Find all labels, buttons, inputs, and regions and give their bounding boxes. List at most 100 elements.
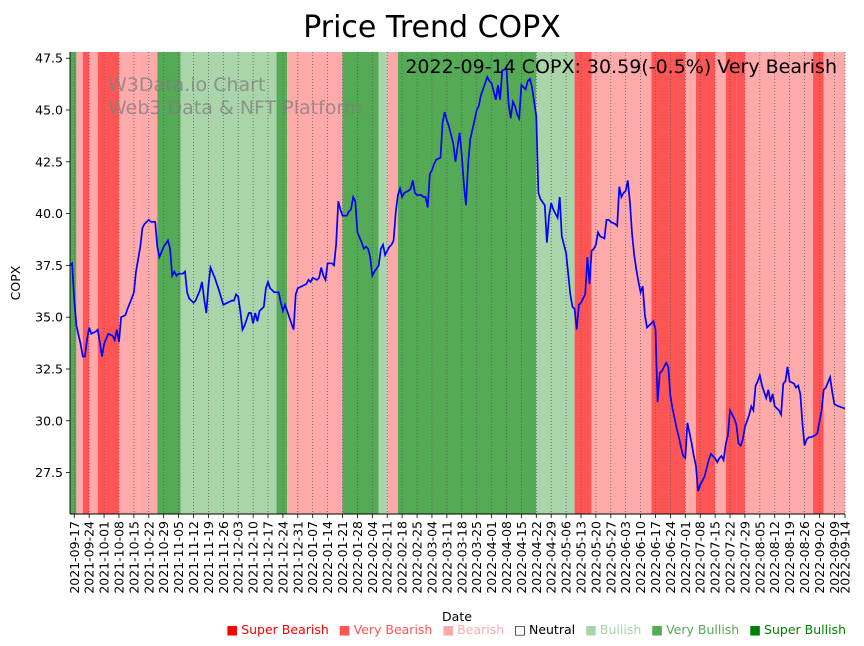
chart-title: Price Trend COPX: [303, 10, 561, 45]
legend-item-neutral: □ Neutral: [514, 620, 575, 638]
legend-marker-icon: ■: [585, 621, 597, 637]
sentiment-band-bearish: [685, 52, 696, 514]
legend-label: Super Bullish: [764, 621, 846, 637]
sentiment-band-bearish: [591, 52, 652, 514]
x-tick-label: 2022-07-15: [708, 521, 723, 594]
legend-label: Bullish: [599, 621, 642, 637]
legend-item-very-bearish: ■ Very Bearish: [339, 620, 433, 638]
x-tick-label: 2021-11-05: [171, 521, 186, 594]
legend-item-super-bearish: ■ Super Bearish: [226, 620, 328, 638]
sentiment-band-very-bearish: [813, 52, 824, 514]
sentiment-band-bearish: [118, 52, 139, 514]
sentiment-band-bearish: [387, 52, 398, 514]
legend-marker-icon: ■: [442, 621, 455, 637]
legend-item-very-bullish: ■ Very Bullish: [651, 620, 739, 638]
x-tick-label: 2022-07-22: [723, 521, 738, 594]
x-tick-label: 2021-09-17: [67, 521, 82, 594]
y-tick-label: 27.5: [35, 465, 63, 480]
y-tick-label: 35.0: [35, 310, 63, 325]
x-tick-label: 2022-06-03: [618, 521, 633, 594]
sentiment-band-very-bullish: [397, 52, 537, 514]
x-tick-label: 2022-05-20: [588, 521, 603, 594]
x-tick-label: 2022-08-19: [782, 521, 797, 594]
watermark-line-2: Web3 Data & NFT Platform: [108, 97, 362, 119]
x-tick-label: 2022-09-14: [838, 521, 853, 594]
x-tick-label: 2022-09-02: [812, 521, 827, 594]
x-tick-label: 2022-07-01: [678, 521, 693, 594]
sentiment-band-bullish: [180, 52, 277, 514]
legend-label: Neutral: [528, 621, 576, 637]
x-tick-label: 2022-03-25: [469, 521, 484, 594]
legend-marker-icon: ■: [749, 621, 762, 637]
x-tick-label: 2021-12-17: [261, 521, 276, 594]
sentiment-band-bearish: [287, 52, 343, 514]
x-tick-label: 2021-10-01: [97, 521, 112, 594]
price-line: [69, 67, 846, 492]
sentiment-band-very-bearish: [97, 52, 119, 514]
x-tick-label: 2021-10-22: [141, 521, 156, 594]
sentiment-band-very-bullish: [342, 52, 379, 514]
legend-item-bullish: ■ Bullish: [585, 620, 641, 638]
x-tick-label: 2022-08-05: [752, 521, 767, 594]
x-tick-label: 2022-07-29: [737, 521, 752, 594]
x-tick-label: 2022-04-01: [484, 521, 499, 594]
x-tick-label: 2022-09-09: [827, 521, 842, 594]
y-tick-label: 40.0: [35, 206, 63, 221]
sentiment-band-very-bearish: [574, 52, 592, 514]
y-tick-label: 32.5: [35, 361, 63, 376]
y-tick-label: 37.5: [35, 258, 63, 273]
x-tick-label: 2021-12-10: [246, 521, 261, 594]
x-tick-label: 2022-02-04: [365, 521, 380, 594]
sentiment-band-bearish: [715, 52, 726, 514]
sentiment-band-bearish: [89, 52, 98, 514]
watermark-line-1: W3Data.io Chart: [108, 74, 265, 96]
x-tick-label: 2022-04-08: [499, 521, 514, 594]
x-tick-label: 2022-07-08: [693, 521, 708, 594]
x-tick-label: 2022-03-18: [454, 521, 469, 594]
x-tick-label: 2022-04-15: [514, 521, 529, 594]
y-axis-ticks: 27.5 30.0 32.5 35.0 37.5 40.0 42.5 45.0 47.5: [35, 51, 70, 480]
sentiment-band-bearish: [76, 52, 83, 514]
sentiment-band-very-bullish: [276, 52, 288, 514]
x-tick-label: 2021-09-24: [82, 521, 97, 594]
x-tick-label: 2022-02-11: [380, 521, 395, 594]
legend-label: Very Bearish: [353, 621, 433, 637]
sentiment-band-very-bearish: [695, 52, 716, 514]
sentiment-band-bearish: [138, 52, 149, 514]
x-tick-label: 2022-05-13: [573, 521, 588, 594]
axes: [69, 52, 845, 515]
legend-marker-icon: ■: [651, 621, 664, 637]
legend-marker-icon: □: [514, 621, 526, 637]
x-tick-label: 2022-02-18: [395, 521, 410, 594]
watermark: W3Data.io Chart Web3 Data & NFT Platform: [108, 74, 362, 119]
x-tick-label: 2022-06-17: [648, 521, 663, 594]
x-tick-label: 2021-12-03: [231, 521, 246, 594]
sentiment-legend: ■ Super Bearish ■ Very Bearish ■ Bearish □ Neut…: [216, 620, 846, 638]
x-tick-label: 2022-06-10: [633, 521, 648, 594]
legend-label: Very Bullish: [666, 621, 740, 637]
y-tick-label: 47.5: [35, 51, 63, 66]
sentiment-band-bearish: [744, 52, 814, 514]
x-tick-label: 2022-01-28: [350, 521, 365, 594]
sentiment-band-bullish: [378, 52, 388, 514]
legend-marker-icon: ■: [338, 621, 351, 637]
x-tick-label: 2021-10-08: [111, 521, 126, 594]
legend-item-super-bullish: ■ Super Bullish: [749, 620, 846, 638]
x-tick-label: 2022-04-29: [544, 521, 559, 594]
sentiment-band-very-bearish: [725, 52, 737, 514]
sentiment-band-very-bearish: [82, 52, 90, 514]
sentiment-band-very-bearish: [736, 52, 745, 514]
x-tick-label: 2022-05-27: [603, 521, 618, 594]
legend-label: Super Bearish: [241, 621, 329, 637]
sentiment-bands: [70, 52, 845, 514]
x-tick-label: 2022-01-07: [305, 521, 320, 594]
x-tick-label: 2022-01-14: [320, 521, 335, 594]
x-axis-ticks: 2021-09-17 2021-09-24 2021-10-01 2021-10-08…: [67, 514, 853, 594]
price-annotation: 2022-09-14 COPX: 30.59(-0.5%) Very Beari…: [405, 56, 837, 78]
x-tick-label: 2022-03-04: [424, 521, 439, 594]
legend-item-bearish: ■ Bearish: [442, 620, 504, 638]
y-tick-label: 30.0: [35, 413, 63, 428]
x-tick-label: 2021-11-26: [216, 521, 231, 594]
y-tick-label: 42.5: [35, 154, 63, 169]
